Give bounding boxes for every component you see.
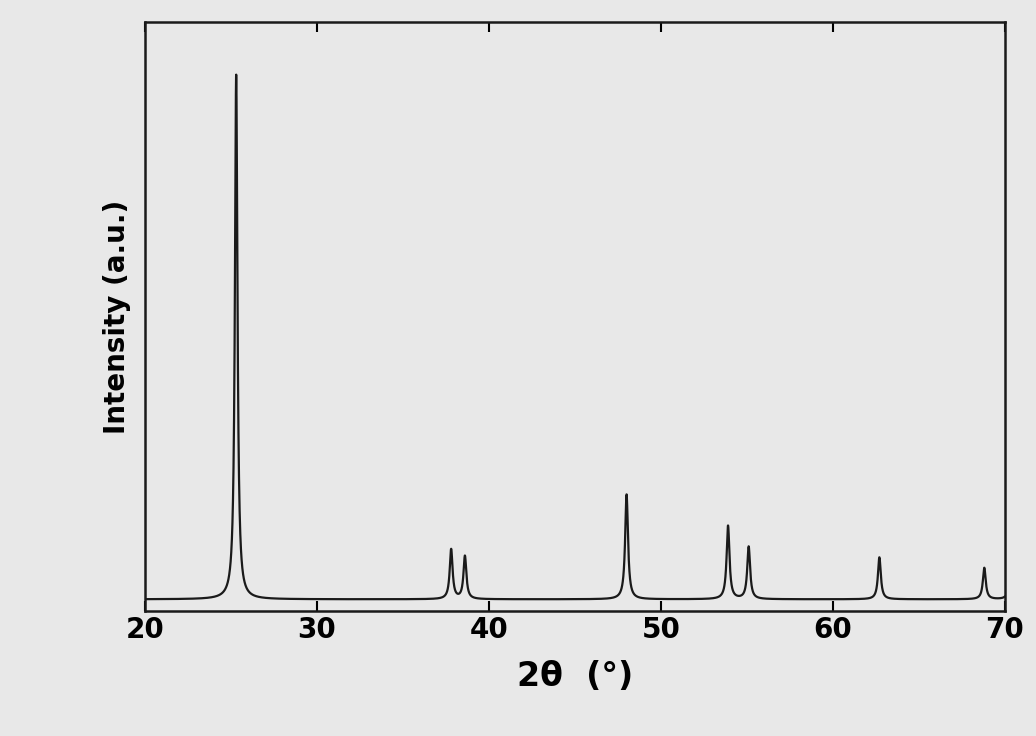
X-axis label: 2θ  (°): 2θ (°) — [517, 660, 633, 693]
Y-axis label: Intensity (a.u.): Intensity (a.u.) — [104, 199, 132, 434]
